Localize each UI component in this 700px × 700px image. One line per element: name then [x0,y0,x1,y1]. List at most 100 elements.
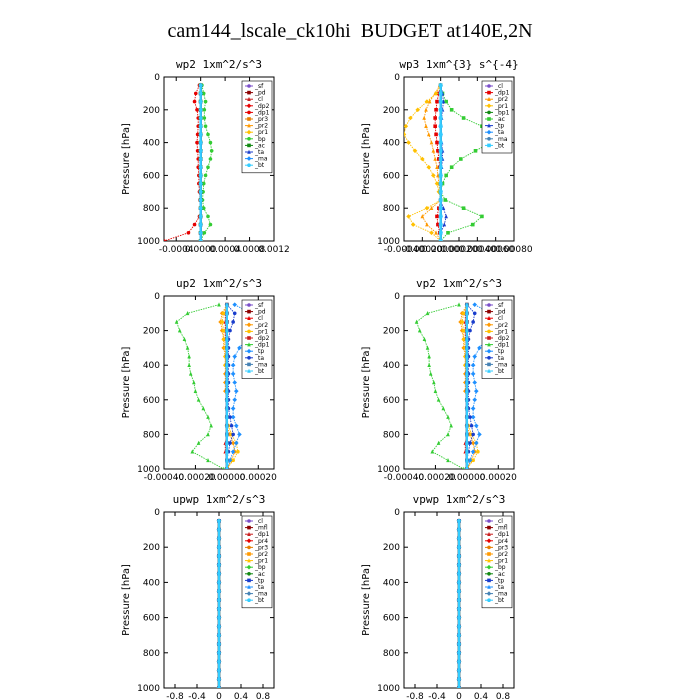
x-tick-label: 0.00000 [422,245,459,255]
data-point [232,311,237,316]
legend: _cl_mfl_dp1_pr4_pr3_pr2_pr1_bp_ac_tp_ta_… [481,515,513,609]
data-point [206,432,210,437]
data-point [198,116,203,120]
data-point [457,554,461,558]
data-point [457,527,461,532]
data-point [461,206,466,210]
legend-label: _ta [254,584,264,591]
data-point [217,633,221,637]
data-point [208,140,213,145]
data-point [473,440,479,446]
data-point [449,108,454,112]
y-axis-label: Pressure [hPa] [361,347,372,419]
legend-label: _bt [254,597,265,604]
x-tick-label: -0.8 [166,692,184,700]
legend-label: _pr4 [494,538,508,545]
data-point [457,642,461,646]
legend-marker [486,322,492,328]
data-point [206,132,210,137]
data-point [198,173,203,178]
legend-marker [487,329,491,334]
legend-marker [487,545,491,550]
data-point [217,519,221,523]
y-axis-label: Pressure [hPa] [121,347,132,419]
data-point [426,164,432,170]
y-tick-label: 800 [383,430,400,440]
data-point [436,173,440,178]
data-point [193,388,198,393]
data-point [457,607,461,611]
data-point [438,165,443,169]
data-point [230,371,236,377]
data-point [457,536,461,541]
legend-marker [247,309,251,314]
data-point [198,222,203,227]
legend-label: _ma [494,136,508,143]
data-point [203,99,208,104]
figure-title: cam144_lscale_ck10hi BUDGET at140E,2N [167,20,533,42]
x-tick-label: -0.4 [188,692,206,700]
data-point [438,214,443,219]
data-point [408,115,413,121]
x-tick-label: -0.00040 [384,473,425,483]
legend-marker [247,96,251,101]
data-point [203,124,208,128]
x-tick-label: 0.0000 [185,245,217,255]
data-point [227,458,233,463]
data-point [225,432,229,437]
y-tick-label: 0 [154,508,160,518]
legend-marker [247,362,251,367]
y-tick-label: 200 [383,327,400,337]
legend-label: _pr1 [494,558,508,565]
data-point [198,157,203,161]
x-tick-label: -0.00040 [144,473,185,483]
legend-marker [247,584,251,589]
data-point [433,116,437,120]
data-point [404,123,409,129]
data-point [415,107,421,113]
legend-marker [247,545,251,550]
data-point [228,415,232,419]
data-point [480,214,484,219]
data-point [438,124,443,128]
legend: _sf_pd_cl_pr2_pr1_dp2_dp1_tp_ta_ma_bt [481,299,513,379]
legend-marker [246,103,252,109]
legend-marker [487,309,491,314]
data-point [236,449,240,454]
data-point [203,173,208,178]
legend-marker [487,315,491,320]
data-point [446,458,450,463]
legend-label: _ac [494,116,505,123]
data-point [198,91,203,96]
legend-label: _pr1 [254,558,268,565]
data-point [196,440,201,445]
data-point [422,336,427,342]
legend-label: _tp [494,123,504,130]
data-point [198,231,203,235]
y-tick-label: 600 [143,396,160,406]
data-point [438,91,443,96]
legend-marker [247,315,251,320]
data-point [188,371,193,376]
y-tick-label: 200 [143,106,160,116]
data-point [438,198,443,202]
legend-label: _cl [494,315,503,322]
data-point [436,440,441,445]
data-point [457,563,461,567]
data-point [208,222,213,227]
legend-marker [247,163,251,167]
legend-marker [247,525,251,530]
data-point [472,397,478,403]
legend-label: _bp [254,564,266,571]
y-tick-label: 1000 [377,465,400,475]
data-point [209,423,213,428]
data-point [465,423,469,428]
legend-marker [486,348,492,354]
x-tick-label: -0.8 [406,692,424,700]
legend-marker [487,598,491,602]
legend-marker [487,110,491,115]
data-point [468,415,472,419]
legend: _cl_dp1_pr2_pr1_bp1_ac_tp_ta_ma_bt [481,80,513,154]
legend-label: _dp1 [494,342,510,349]
legend-box [241,515,273,609]
